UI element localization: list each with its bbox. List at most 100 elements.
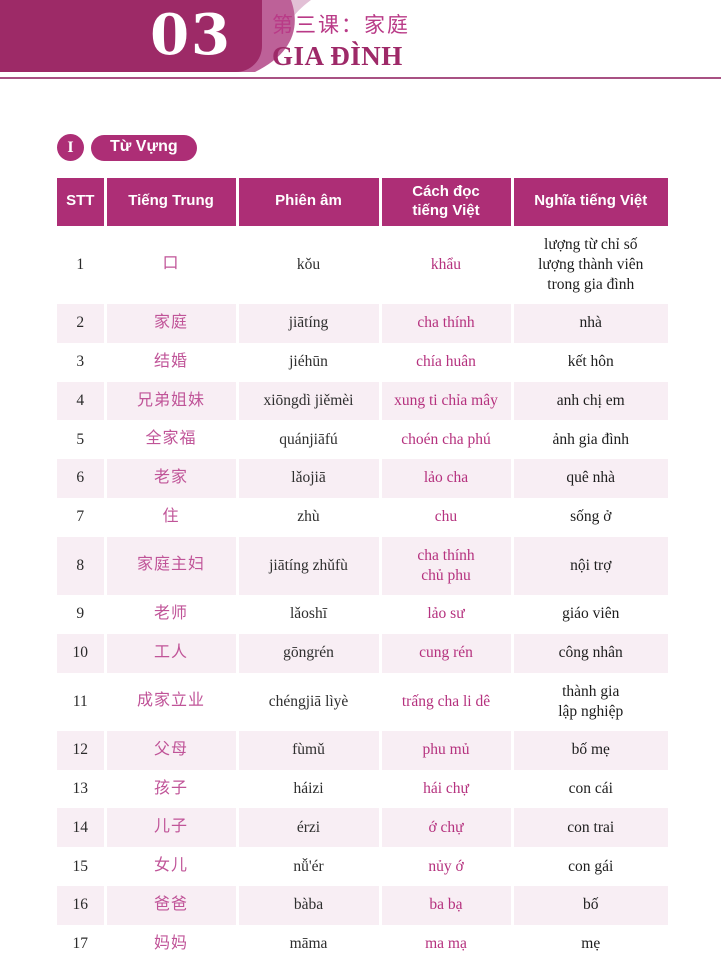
stt-cell: 14 (57, 808, 107, 848)
pinyin-cell: xiōngdì jiěmèi (237, 381, 382, 421)
vocab-table: STT Tiếng Trung Phiên âm Cách đọc tiếng … (57, 178, 668, 964)
vietnamese-reading-cell: hái chự (380, 769, 514, 809)
pinyin-cell: lǎoshī (237, 594, 382, 634)
vietnamese-reading-cell: xung ti chỉa mây (380, 381, 514, 421)
chinese-word-cell: 家庭 (105, 303, 239, 343)
stt-cell: 9 (57, 594, 107, 634)
chinese-word-cell: 儿子 (105, 808, 239, 848)
lesson-number-block: 03 (0, 0, 262, 72)
vietnamese-reading-cell: trấng cha li dê (380, 672, 514, 731)
chinese-word-cell: 女儿 (105, 847, 239, 887)
vocab-row: 12 父母 fùmǔ phu mủ bố mẹ (57, 730, 668, 770)
vietnamese-reading-cell: ba bạ (380, 886, 514, 925)
lesson-banner: 03 第三课：家庭 GIA ĐÌNH (0, 0, 721, 110)
chinese-word-cell: 住 (105, 497, 239, 537)
lesson-title-vietnamese: GIA ĐÌNH (272, 41, 403, 71)
vietnamese-meaning-cell: kết hôn (567, 353, 614, 371)
vietnamese-reading-cell: cha thính chủ phu (380, 536, 514, 595)
vietnamese-reading-cell: chía huân (380, 342, 514, 382)
vocab-row: 5 全家福 quánjiāfú choén cha phú ảnh gia đì… (57, 420, 668, 460)
vietnamese-reading-cell: cung rén (380, 633, 514, 673)
vocab-row: 10 工人 gōngrén cung rén công nhân (57, 633, 668, 673)
vietnamese-meaning-cell: con gái (568, 857, 614, 875)
vocab-row: 16 爸爸 bàba ba bạ bố (57, 886, 668, 925)
pinyin-cell: jiéhūn (237, 342, 382, 382)
vocab-row: 4 兄弟姐妹 xiōngdì jiěmèi xung ti chỉa mây a… (57, 381, 668, 421)
vocab-row: 8 家庭主妇 jiātíng zhǔfù cha thính chủ phu n… (57, 536, 668, 595)
stt-cell: 10 (57, 633, 107, 673)
vietnamese-reading-cell: lảo cha (380, 459, 514, 498)
vietnamese-meaning-cell: quê nhà (566, 469, 616, 487)
vietnamese-meaning-cell: mẹ (581, 935, 601, 953)
stt-cell: 5 (57, 420, 107, 460)
chinese-word-cell: 口 (105, 225, 239, 304)
header-reading: Cách đọc tiếng Việt (380, 178, 514, 226)
stt-cell: 7 (57, 497, 107, 537)
stt-cell: 8 (57, 536, 107, 595)
vietnamese-reading-cell: choén cha phú (380, 420, 514, 460)
stt-cell: 12 (57, 730, 107, 770)
stt-cell: 4 (57, 381, 107, 421)
vietnamese-reading-cell: ma mạ (380, 924, 514, 964)
header-meaning: Nghĩa tiếng Việt (512, 178, 668, 226)
chinese-word-cell: 成家立业 (105, 672, 239, 731)
vocab-row: 3 结婚 jiéhūn chía huân kết hôn (57, 342, 668, 382)
vietnamese-meaning-cell: nhà (579, 314, 602, 332)
vietnamese-meaning-cell: con cái (568, 779, 613, 797)
chinese-word-cell: 家庭主妇 (105, 536, 239, 595)
vietnamese-meaning-cell: thành gia lập nghiệp (558, 682, 624, 720)
vietnamese-meaning-cell: giáo viên (562, 605, 620, 623)
stt-cell: 2 (57, 303, 107, 343)
vietnamese-reading-cell: ớ chự (380, 808, 514, 848)
vocab-row: 11 成家立业 chéngjiā lìyè trấng cha li dê th… (57, 672, 668, 731)
vietnamese-meaning-cell: ảnh gia đình (552, 430, 630, 448)
vocab-row: 9 老师 lǎoshī lảo sư giáo viên (57, 594, 668, 634)
stt-cell: 17 (57, 924, 107, 964)
pinyin-cell: zhù (237, 497, 382, 537)
pinyin-cell: háizi (237, 769, 382, 809)
stt-cell: 15 (57, 847, 107, 887)
vietnamese-reading-cell: nủy ớ (380, 847, 514, 887)
vietnamese-reading-cell: cha thính (380, 303, 514, 343)
banner-titles: 第三课：家庭 GIA ĐÌNH (272, 10, 410, 72)
chinese-word-cell: 工人 (105, 633, 239, 673)
header-pinyin: Phiên âm (237, 178, 382, 226)
vocab-row: 17 妈妈 māma ma mạ mẹ (57, 924, 668, 964)
chinese-word-cell: 全家福 (105, 420, 239, 460)
header-chinese: Tiếng Trung (105, 178, 239, 226)
section-label: I Từ Vựng (57, 134, 197, 161)
pinyin-cell: kǒu (237, 225, 382, 304)
vietnamese-meaning-cell: lượng từ chỉ số lượng thành viên trong g… (538, 235, 644, 293)
vocab-table-header: STT Tiếng Trung Phiên âm Cách đọc tiếng … (57, 178, 668, 226)
banner-divider-line (0, 77, 721, 79)
stt-cell: 6 (57, 459, 107, 498)
stt-cell: 16 (57, 886, 107, 925)
vietnamese-reading-cell: khẩu (380, 225, 514, 304)
stt-cell: 1 (57, 225, 107, 304)
vietnamese-meaning-cell: anh chị em (556, 391, 625, 409)
stt-cell: 11 (57, 672, 107, 731)
pinyin-cell: érzi (237, 808, 382, 848)
vocab-row: 2 家庭 jiātíng cha thính nhà (57, 303, 668, 343)
section-title-pill: Từ Vựng (91, 134, 197, 161)
chinese-word-cell: 爸爸 (105, 886, 239, 925)
stt-cell: 13 (57, 769, 107, 809)
vietnamese-reading-cell: chu (380, 497, 514, 537)
lesson-number: 03 (150, 2, 232, 68)
pinyin-cell: nǚ'ér (237, 847, 382, 887)
vietnamese-meaning-cell: nội trợ (570, 556, 612, 574)
section-numeral-badge: I (57, 134, 84, 161)
pinyin-cell: gōngrén (237, 633, 382, 673)
vocab-row: 1 口 kǒu khẩu lượng từ chỉ số lượng thành… (57, 225, 668, 304)
vietnamese-meaning-cell: bố mẹ (571, 741, 610, 759)
pinyin-cell: māma (237, 924, 382, 964)
chinese-word-cell: 老家 (105, 459, 239, 498)
pinyin-cell: jiātíng zhǔfù (237, 536, 382, 595)
chinese-word-cell: 兄弟姐妹 (105, 381, 239, 421)
stt-cell: 3 (57, 342, 107, 382)
pinyin-cell: chéngjiā lìyè (237, 672, 382, 731)
chinese-word-cell: 老师 (105, 594, 239, 634)
vocab-table-body: 1 口 kǒu khẩu lượng từ chỉ số lượng thành… (57, 225, 668, 964)
pinyin-cell: bàba (237, 886, 382, 925)
